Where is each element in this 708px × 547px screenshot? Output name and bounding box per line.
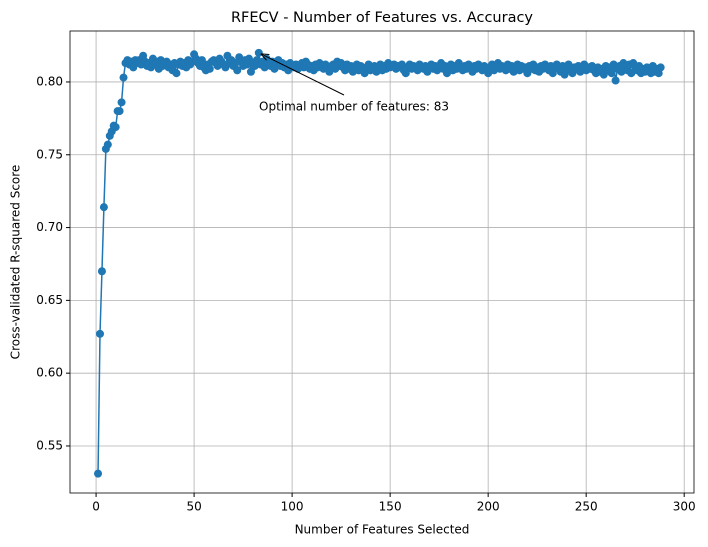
x-tick-label: 50 [186, 500, 201, 514]
y-tick-label: 0.60 [36, 366, 63, 380]
data-point [94, 469, 103, 478]
data-point [103, 140, 112, 149]
data-point [95, 329, 104, 338]
x-tick-label: 200 [477, 500, 500, 514]
x-tick-label: 150 [379, 500, 402, 514]
data-point [246, 67, 255, 76]
x-tick-label: 250 [575, 500, 598, 514]
data-point [117, 98, 126, 107]
data-point [172, 69, 181, 78]
y-tick-label: 0.75 [36, 147, 63, 161]
series-line [97, 52, 662, 474]
data-point [197, 56, 206, 65]
x-tick-label: 100 [281, 500, 304, 514]
data-point [97, 267, 106, 276]
data-point [656, 63, 665, 72]
data-point [111, 123, 120, 132]
chart-title: RFECV - Number of Features vs. Accuracy [231, 10, 533, 26]
annotation: Optimal number of features: 83 [259, 100, 449, 114]
x-tick-label: 0 [92, 500, 100, 514]
data-point [119, 73, 128, 82]
data-point [607, 69, 616, 78]
y-tick-label: 0.80 [36, 74, 63, 88]
annotation-arrow [261, 54, 345, 96]
y-tick-label: 0.55 [36, 438, 63, 452]
x-axis-label: Number of Features Selected [295, 523, 470, 537]
data-point [233, 66, 242, 75]
data-point [99, 203, 108, 212]
y-tick-label: 0.70 [36, 220, 63, 234]
x-tick-label: 300 [673, 500, 696, 514]
data-point [115, 107, 124, 116]
data-point [254, 48, 263, 57]
y-tick-label: 0.65 [36, 293, 63, 307]
plot-frame [69, 30, 695, 494]
data-point [560, 70, 569, 79]
data-point [205, 64, 214, 73]
y-axis-label: Cross-validated R-squared Score [9, 165, 23, 360]
data-point [611, 76, 620, 85]
